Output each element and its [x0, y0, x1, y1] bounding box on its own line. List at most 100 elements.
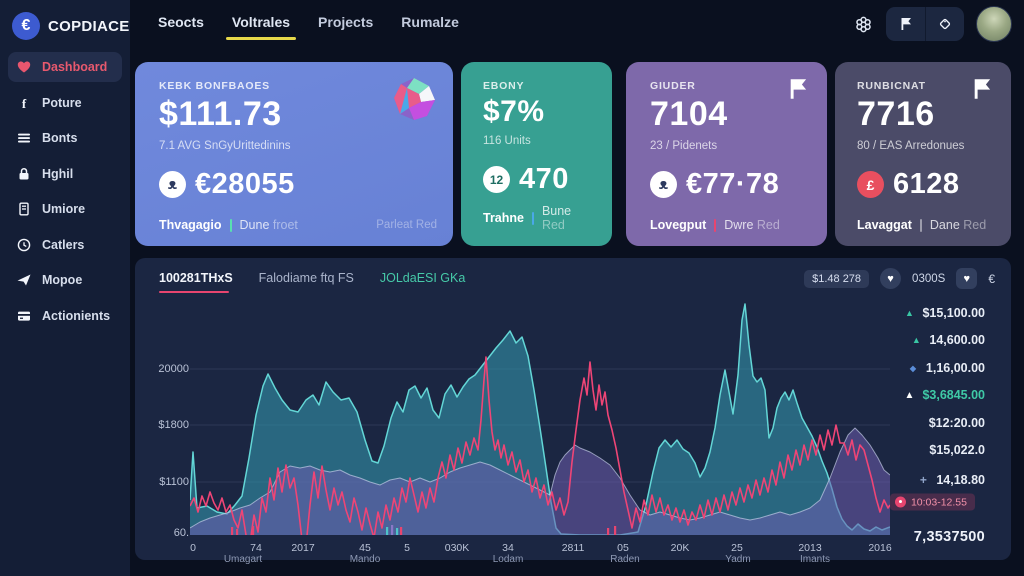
- card-secondary-value: 470: [519, 163, 569, 195]
- card-secondary-value-row: 12 470: [483, 163, 612, 196]
- footer-sub-b: froet: [272, 218, 298, 232]
- card-footer-sub: Dwre Red: [724, 218, 780, 232]
- chart-tab-tertiary[interactable]: JOLdaESI GKa: [379, 271, 466, 285]
- x-axis-label: 45: [359, 542, 371, 554]
- topbar-icon-group: [886, 7, 964, 41]
- card-footer-sub: Dune froet: [240, 218, 298, 232]
- x-axis-label: 2013: [798, 542, 822, 554]
- card-footer-right: Parleat Red: [376, 219, 437, 231]
- x-axis-sublabel: Lodam: [492, 554, 524, 565]
- stat-card-ebony[interactable]: EBONY $7% 116 Units 12 470 Trahne Bune R…: [461, 62, 612, 246]
- x-axis-sublabel: Imants: [799, 554, 831, 565]
- tab-voltrales[interactable]: Voltrales: [225, 8, 297, 40]
- footer-sub-b: Red: [756, 218, 780, 232]
- x-axis-label: 2017: [291, 542, 315, 554]
- card-subtitle: 7.1 AVG SnGyUrittedinins: [159, 140, 291, 152]
- card-label: KEBK BONFBAOES: [159, 80, 270, 92]
- tag-button[interactable]: [925, 7, 964, 41]
- sidebar-item-bonts[interactable]: Bonts: [8, 123, 122, 153]
- cat-badge-icon: ᴥ: [159, 171, 186, 198]
- card-footer-main: Lovegput: [650, 218, 707, 232]
- stat-card-balance[interactable]: KEBK BONFBAOES $111.73 7.1 AVG SnGyUritt…: [135, 62, 453, 246]
- price-level-value: 1,16,00.00: [925, 361, 985, 375]
- top-nav-tabs: Seocts Voltrales Projects Rumalze: [158, 8, 459, 40]
- user-avatar[interactable]: [976, 6, 1012, 42]
- card-footer: Lavaggat Dane Red: [857, 218, 995, 232]
- price-level-row[interactable]: $15,022.0: [910, 443, 985, 457]
- gear-icon[interactable]: [853, 14, 874, 35]
- x-axis-label: 34: [502, 542, 514, 554]
- x-axis-label: 5: [404, 542, 410, 554]
- chart-panel: 100281THxS Falodiame ftq FS JOLdaESI GKa…: [135, 258, 1011, 565]
- up-triangle-icon: ▲: [904, 389, 915, 401]
- price-level-value: $15,100.00: [922, 306, 985, 320]
- price-pill[interactable]: $1.48 278: [804, 269, 870, 288]
- tag-icon: [939, 18, 951, 30]
- footer-divider: [919, 218, 922, 232]
- price-level-row[interactable]: $12:20.00: [910, 416, 985, 430]
- price-level-row[interactable]: +14,18.80: [917, 473, 985, 487]
- sidebar-item-actionients[interactable]: Actionients: [8, 301, 122, 331]
- card-label: EBONY: [483, 80, 525, 92]
- id-badge-icon: [19, 202, 29, 216]
- sidebar-item-label: Umiore: [42, 202, 86, 216]
- price-level-row[interactable]: ◆ 1,16,00.00: [907, 361, 985, 375]
- footer-sub-a: Dune: [239, 218, 270, 232]
- sidebar: € COPDIACE Dashboard f Poture Bonts Hghi…: [0, 0, 130, 576]
- price-level-row[interactable]: ▲ 14,600.00: [910, 333, 985, 347]
- favorite-square-button[interactable]: ♥: [956, 268, 978, 289]
- total-value: 7,3537500: [913, 529, 985, 545]
- card-secondary-value: €28055: [195, 168, 295, 200]
- x-axis-sublabel: Mando: [349, 554, 381, 565]
- x-axis-sublabel: Umagart: [223, 554, 263, 565]
- sidebar-item-dashboard[interactable]: Dashboard: [8, 52, 122, 82]
- card-label: GIUDER: [650, 80, 696, 92]
- stat-card-giuder[interactable]: GIUDER 7104 23 / Pidenets ᴥ €77·78 Loveg…: [626, 62, 827, 246]
- sidebar-item-poture[interactable]: f Poture: [8, 88, 122, 118]
- chart-tab-primary[interactable]: 100281THxS: [159, 271, 233, 293]
- chart-tabs: 100281THxS Falodiame ftq FS JOLdaESI GKa: [159, 271, 465, 293]
- footer-sub-b: Red: [963, 218, 987, 232]
- tab-rumalze[interactable]: Rumalze: [401, 14, 459, 30]
- x-axis-label: 05: [617, 542, 629, 554]
- card-value: $7%: [483, 95, 545, 128]
- sidebar-nav: Dashboard f Poture Bonts Hghil Umiore Ca…: [8, 52, 122, 336]
- topbar-actions: [853, 6, 1012, 42]
- footer-divider: [229, 218, 232, 232]
- dot-icon: ●: [894, 496, 906, 508]
- sidebar-item-label: Bonts: [42, 131, 78, 145]
- clock-icon: [17, 238, 31, 251]
- tab-seocts[interactable]: Seocts: [158, 14, 204, 30]
- sidebar-item-umiore[interactable]: Umiore: [8, 194, 122, 224]
- sidebar-item-label: Catlers: [42, 237, 85, 252]
- favorite-circle-button[interactable]: ♥: [880, 268, 902, 289]
- price-level-value: $12:20.00: [928, 416, 985, 430]
- price-level-value: $15,022.0: [929, 443, 985, 457]
- y-axis-label: $1800: [158, 419, 189, 431]
- time-range-text: 10:03-12.55: [910, 496, 967, 508]
- sidebar-item-catlers[interactable]: Catlers: [8, 230, 122, 260]
- chart-tab-secondary[interactable]: Falodiame ftq FS: [258, 271, 354, 285]
- price-level-value: 14,600.00: [929, 333, 985, 347]
- flag-icon: [974, 79, 991, 99]
- currency-label[interactable]: €: [988, 271, 995, 286]
- price-level-row[interactable]: ▲ $3,6845.00: [903, 388, 985, 402]
- card-value: 7104: [650, 95, 728, 133]
- flag-button[interactable]: [886, 7, 925, 41]
- price-level-row[interactable]: ▲ $15,100.00: [903, 306, 985, 320]
- tab-projects[interactable]: Projects: [318, 14, 374, 30]
- time-range-badge[interactable]: ● 10:03-12.55: [889, 493, 975, 511]
- x-axis-label: 030K: [444, 542, 470, 554]
- x-axis-label: 20K: [670, 542, 690, 554]
- price-level-list: ▲ $15,100.00 ▲ 14,600.00 ◆ 1,16,00.00 ▲ $3,6…: [831, 258, 1011, 560]
- footer-sub-a: Dwre: [724, 218, 754, 232]
- card-secondary-value-row: ᴥ €77·78: [650, 168, 827, 201]
- credit-card-icon: [18, 311, 30, 321]
- stat-card-runbicnat[interactable]: RUNBICNAT 7716 80 / EAS Arredonues £ 612…: [835, 62, 1011, 246]
- logo-coin-icon: €: [12, 12, 40, 40]
- sidebar-item-hghil[interactable]: Hghil: [8, 159, 122, 189]
- sidebar-item-mopoe[interactable]: Mopoe: [8, 265, 122, 295]
- x-axis-label: 25: [731, 542, 743, 554]
- price-chart-svg: [190, 303, 890, 535]
- menu-bars-icon: [18, 133, 30, 143]
